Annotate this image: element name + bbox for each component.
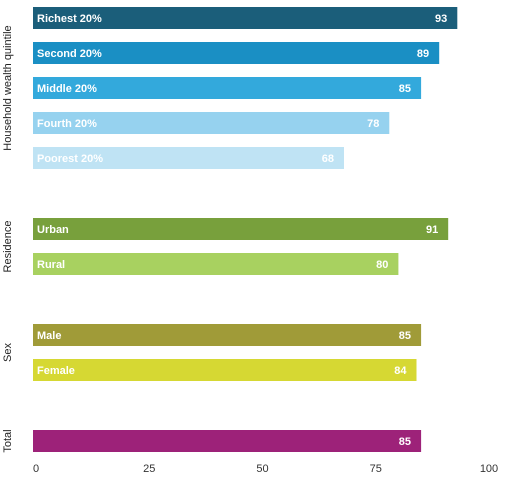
bar-category-label: Second 20% — [37, 48, 102, 60]
bar-category-label: Urban — [37, 224, 69, 236]
bar-rural — [33, 253, 399, 275]
group-label: Household wealth quintile — [2, 25, 14, 150]
bar-female — [33, 359, 417, 381]
bar-value-label: 85 — [399, 330, 411, 342]
bar-urban — [33, 218, 449, 240]
bar-category-label: Female — [37, 365, 75, 377]
bar-value-label: 80 — [376, 259, 388, 271]
bar-total — [33, 430, 422, 452]
bar-value-label: 85 — [399, 83, 411, 95]
bar-poorest-20 — [33, 147, 344, 169]
x-tick-label: 75 — [370, 463, 382, 475]
bar-value-label: 84 — [394, 365, 407, 377]
bar-value-label: 91 — [426, 224, 438, 236]
x-tick-label: 50 — [256, 463, 268, 475]
bar-category-label: Middle 20% — [37, 83, 97, 95]
bar-richest-20 — [33, 7, 458, 29]
bar-value-label: 93 — [435, 13, 447, 25]
x-tick-label: 0 — [33, 463, 39, 475]
bar-category-label: Male — [37, 330, 61, 342]
bar-category-label: Poorest 20% — [37, 153, 103, 165]
group-label: Sex — [2, 343, 14, 362]
bar-fourth-20 — [33, 112, 390, 134]
bar-value-label: 89 — [417, 48, 429, 60]
bar-value-label: 68 — [322, 153, 334, 165]
bar-value-label: 78 — [367, 118, 379, 130]
x-tick-label: 25 — [143, 463, 155, 475]
bar-category-label: Richest 20% — [37, 13, 102, 25]
bar-category-label: Fourth 20% — [37, 118, 97, 130]
bar-middle-20 — [33, 77, 422, 99]
bar-male — [33, 324, 422, 346]
bar-category-label: Rural — [37, 259, 65, 271]
bar-value-label: 85 — [399, 436, 411, 448]
x-tick-label: 100 — [480, 463, 498, 475]
group-label: Total — [2, 429, 14, 452]
bar-second-20 — [33, 42, 440, 64]
group-label: Residence — [2, 221, 14, 273]
